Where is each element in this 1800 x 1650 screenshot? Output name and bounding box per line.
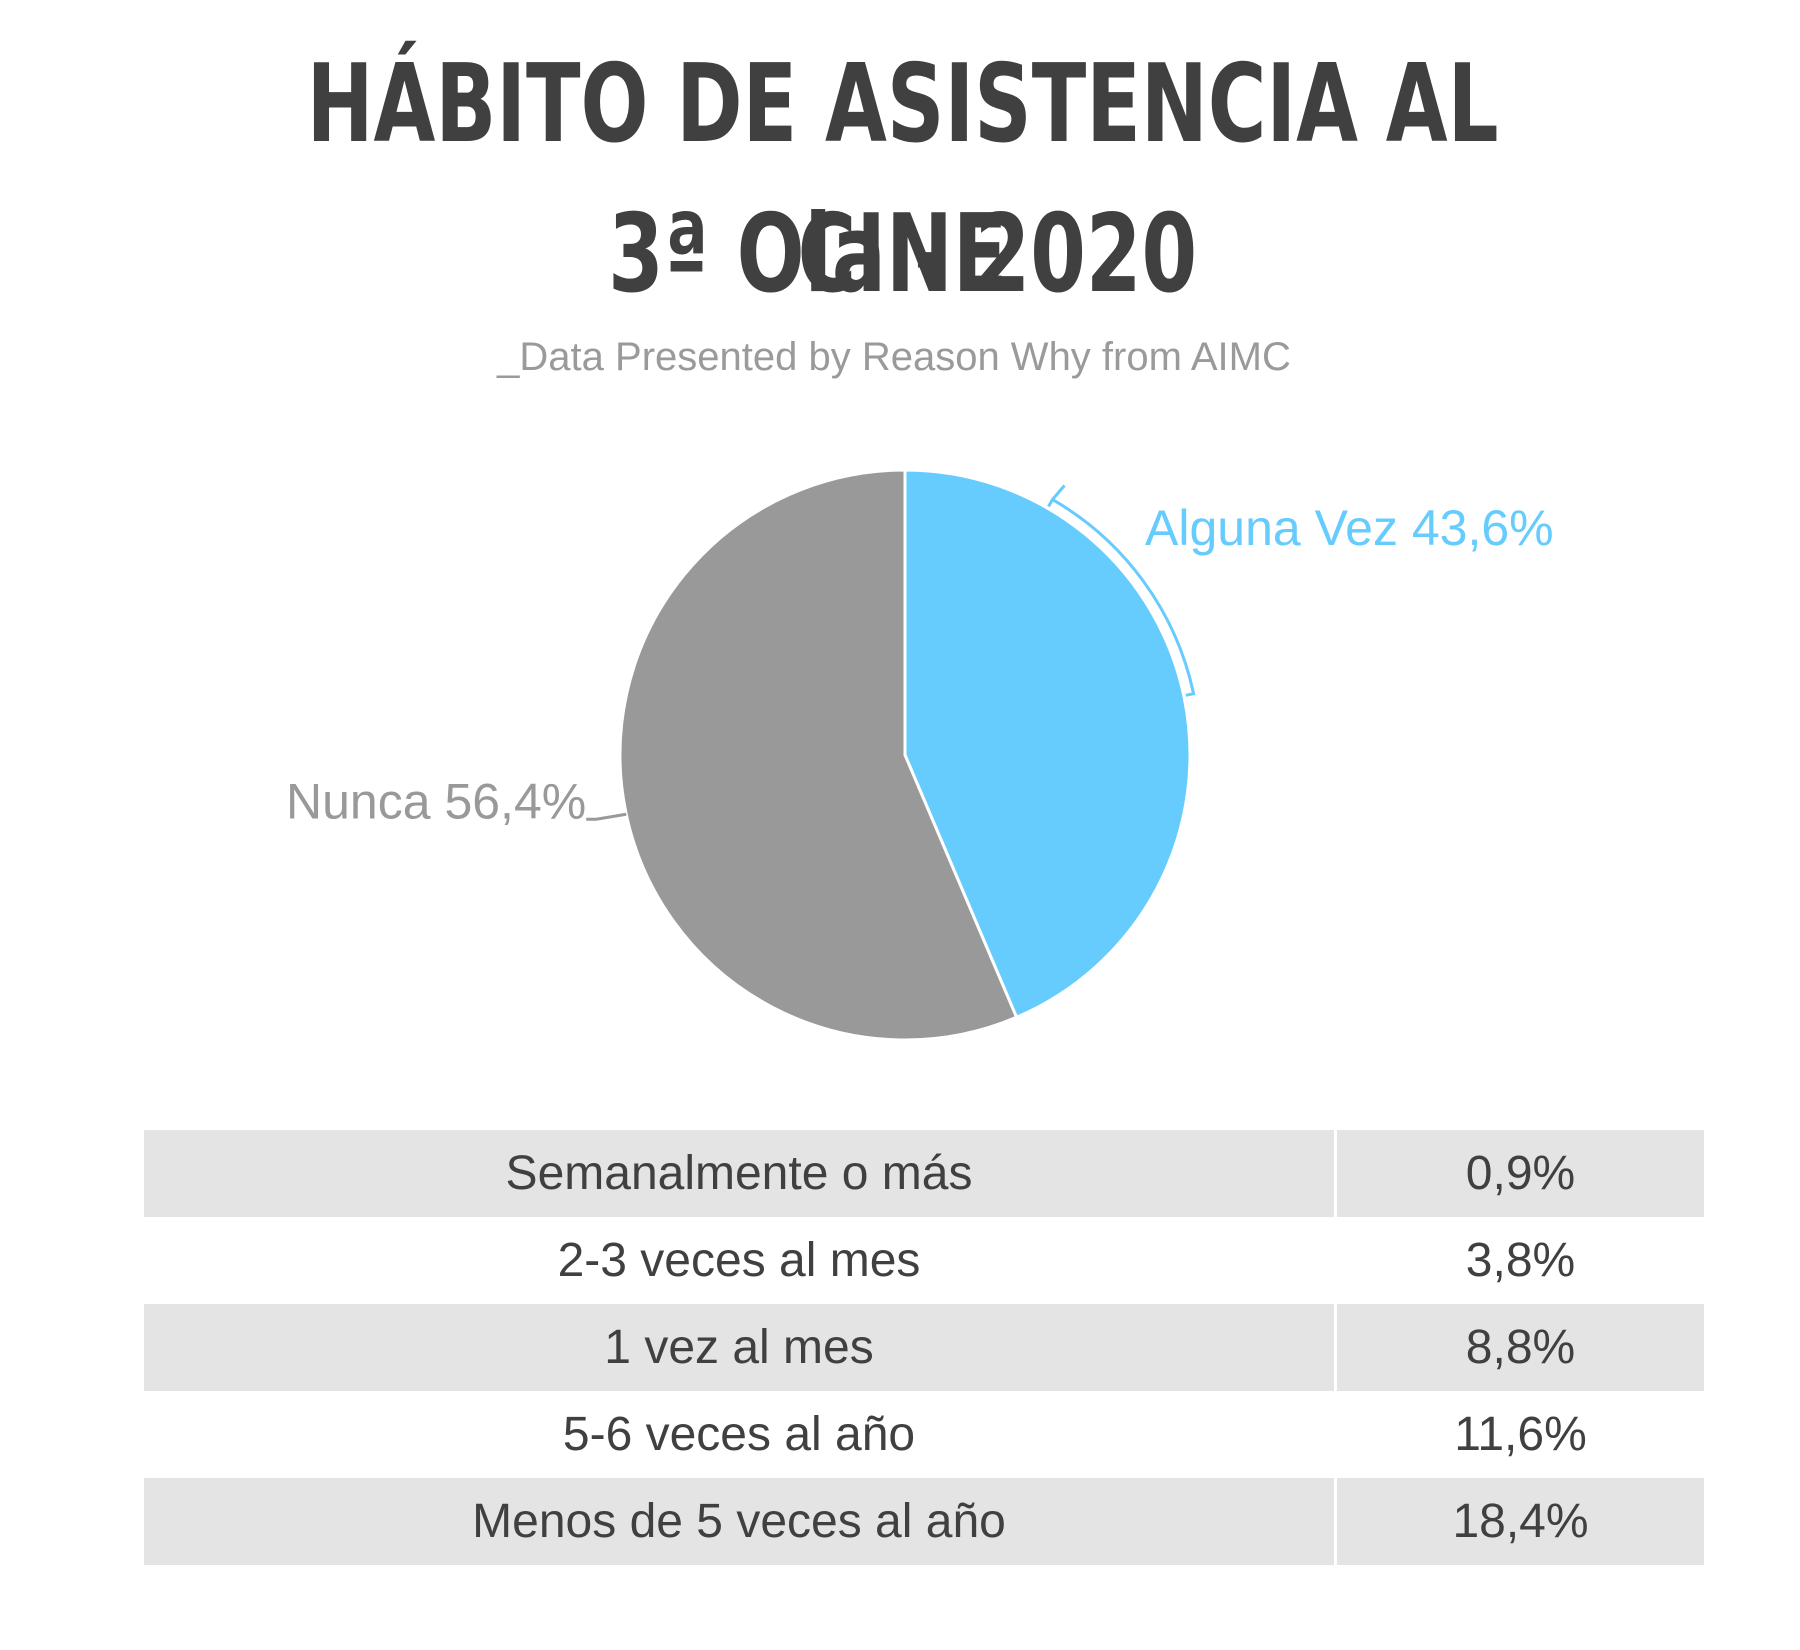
row-category: 2-3 veces al mes <box>144 1217 1337 1304</box>
table-row: Menos de 5 veces al año 18,4% <box>144 1478 1704 1565</box>
chart-subtitle: 3ª Ola - 2020 <box>608 192 1198 317</box>
source-note: _Data Presented by Reason Why from AIMC <box>497 335 1291 379</box>
table-row: 5-6 veces al año 11,6% <box>144 1391 1704 1478</box>
row-category: 1 vez al mes <box>144 1304 1337 1391</box>
row-value: 18,4% <box>1335 1478 1704 1565</box>
row-value: 0,9% <box>1335 1130 1704 1217</box>
table-row: 2-3 veces al mes 3,8% <box>144 1217 1704 1304</box>
chart-title: HÁBITO DE ASISTENCIA AL CINE <box>306 42 1499 317</box>
row-category: Semanalmente o más <box>144 1130 1337 1217</box>
slice-label-alguna-vez: Alguna Vez 43,6% <box>1145 500 1554 556</box>
table-row: 1 vez al mes 8,8% <box>144 1304 1704 1391</box>
pie-slice-alguna-vez <box>903 468 1192 1020</box>
row-value: 11,6% <box>1454 1408 1587 1461</box>
pie-slice-nunca <box>618 468 1019 1042</box>
row-value: 8,8% <box>1335 1304 1704 1391</box>
table-row: Semanalmente o más 0,9% <box>144 1130 1704 1217</box>
row-category: 5-6 veces al año <box>144 1391 1337 1478</box>
leader-tick-alguna-vez <box>1051 484 1066 501</box>
pie-chart: Alguna Vez 43,6% Nunca 56,4% <box>286 468 1554 1042</box>
frequency-table: Semanalmente o más 0,9% 2-3 veces al mes… <box>144 1130 1704 1565</box>
leader-line-alguna-vez <box>1047 497 1196 697</box>
leader-line-nunca <box>586 812 627 821</box>
slice-label-nunca: Nunca 56,4% <box>286 773 586 829</box>
row-category: Menos de 5 veces al año <box>144 1478 1337 1565</box>
row-value: 3,8% <box>1465 1234 1576 1287</box>
